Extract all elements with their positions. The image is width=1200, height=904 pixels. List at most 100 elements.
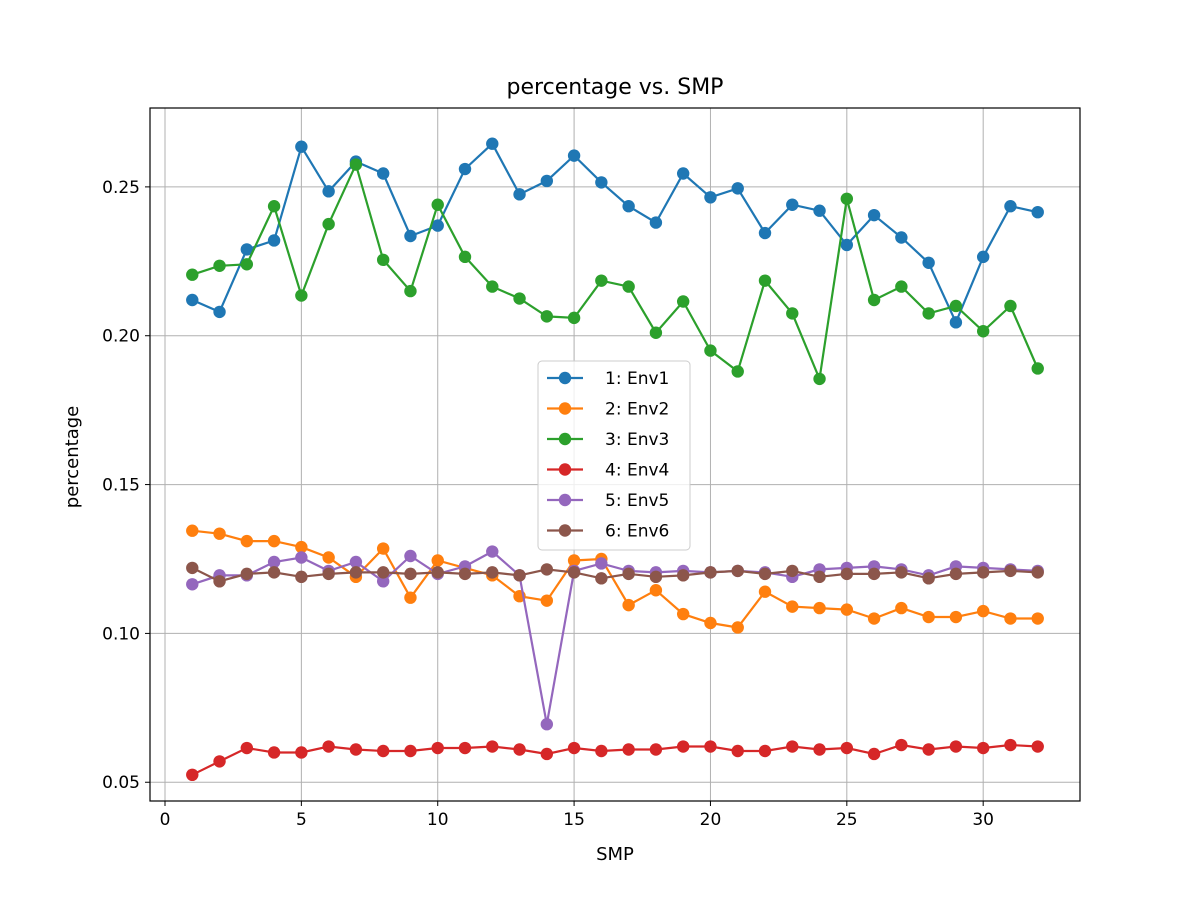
data-point <box>840 192 854 205</box>
data-point <box>486 566 499 579</box>
data-point <box>295 140 308 153</box>
data-point <box>786 740 799 753</box>
legend: 1: Env1 2: Env2 3: Env3 4: Env4 5: Env5 6: En… <box>537 360 691 551</box>
data-point <box>213 575 226 588</box>
data-point <box>595 274 608 287</box>
data-point <box>704 740 717 753</box>
legend-item: 4: Env4 <box>547 461 669 481</box>
data-point <box>649 326 663 339</box>
data-point <box>458 162 472 176</box>
data-point <box>376 542 390 555</box>
data-point <box>567 566 581 579</box>
data-point <box>513 743 526 756</box>
data-point <box>567 554 581 567</box>
data-point <box>267 746 281 759</box>
data-point <box>404 229 417 243</box>
legend-label: 1: Env1 <box>605 369 669 389</box>
data-point <box>976 250 990 264</box>
data-point <box>486 137 499 150</box>
data-point <box>458 250 472 264</box>
data-point <box>595 572 608 585</box>
data-point <box>949 316 963 329</box>
y-axis-label: percentage <box>62 406 83 508</box>
legend-marker <box>558 432 572 446</box>
data-point <box>404 549 417 563</box>
data-point <box>186 578 199 591</box>
data-point <box>567 149 581 162</box>
data-point <box>540 747 554 761</box>
data-point <box>486 280 499 293</box>
data-point <box>240 258 254 271</box>
data-point <box>567 741 581 755</box>
data-point <box>186 268 199 281</box>
data-point <box>922 743 935 756</box>
y-tick-label: 0.15 <box>102 476 140 496</box>
axis-ticks: 0 5 10 15 20 25 30 0.05 0.10 0.15 0.20 0.25 <box>102 178 994 830</box>
legend-label: 4: Env4 <box>605 461 669 481</box>
data-point <box>649 216 663 229</box>
data-point <box>595 557 608 570</box>
data-point <box>922 256 935 269</box>
data-point <box>295 746 308 759</box>
data-point <box>840 238 854 252</box>
data-point <box>976 566 990 579</box>
data-point <box>486 740 499 753</box>
data-point <box>322 217 335 231</box>
data-point <box>404 744 417 758</box>
data-point <box>213 755 226 768</box>
data-point <box>731 564 744 578</box>
data-point <box>1004 564 1017 578</box>
data-point <box>813 372 826 386</box>
data-point <box>186 293 199 307</box>
data-point <box>867 567 881 581</box>
data-point <box>976 604 990 618</box>
x-tick-label: 10 <box>427 810 449 830</box>
data-point <box>186 768 199 782</box>
data-point <box>431 741 444 755</box>
legend-item: 5: Env5 <box>547 491 669 511</box>
data-point <box>649 743 663 756</box>
data-point <box>186 561 199 575</box>
legend-marker <box>558 463 572 476</box>
legend-label: 5: Env5 <box>605 491 669 511</box>
legend-marker <box>558 371 572 385</box>
x-axis-label: SMP <box>596 844 634 865</box>
data-point <box>513 569 526 582</box>
data-point <box>922 610 935 624</box>
data-point <box>322 740 335 753</box>
data-point <box>840 603 854 616</box>
data-point <box>213 305 226 319</box>
data-point <box>486 545 499 558</box>
legend-item: 3: Env3 <box>547 430 669 450</box>
y-tick-label: 0.10 <box>102 624 140 644</box>
legend-label: 3: Env3 <box>605 430 669 450</box>
data-point <box>295 570 308 584</box>
x-tick-label: 30 <box>972 810 994 830</box>
data-point <box>622 598 635 612</box>
legend-label: 2: Env2 <box>605 400 669 420</box>
data-point <box>376 167 390 180</box>
data-point <box>813 601 826 615</box>
data-point <box>404 567 417 581</box>
data-point <box>267 555 281 569</box>
data-point <box>676 295 690 308</box>
data-point <box>376 253 390 267</box>
data-point <box>622 200 635 213</box>
data-point <box>922 572 935 585</box>
data-point <box>431 219 444 232</box>
data-point <box>731 365 744 378</box>
data-point <box>1031 612 1044 625</box>
data-point <box>949 610 963 624</box>
data-point <box>676 740 690 753</box>
legend-item: 1: Env1 <box>547 369 669 389</box>
data-point <box>676 569 690 582</box>
data-point <box>349 158 363 171</box>
legend-marker <box>558 493 572 507</box>
data-point <box>758 585 772 598</box>
data-point <box>840 741 854 755</box>
data-point <box>1004 299 1017 313</box>
x-tick-label: 20 <box>700 810 722 830</box>
x-tick-label: 5 <box>296 810 307 830</box>
data-point <box>1004 612 1017 625</box>
data-point <box>595 176 608 189</box>
